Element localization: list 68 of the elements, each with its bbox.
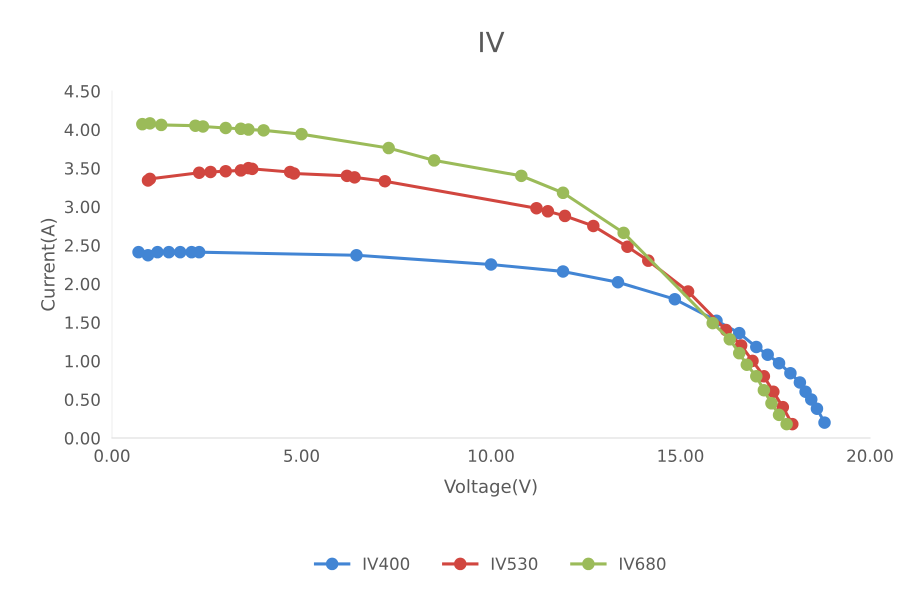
point bbox=[515, 170, 528, 182]
point bbox=[219, 164, 232, 178]
legend-label: IV400 bbox=[364, 557, 410, 570]
point bbox=[784, 366, 797, 380]
point bbox=[761, 348, 774, 361]
y-tick-label: 2.00 bbox=[65, 278, 100, 290]
point bbox=[587, 220, 600, 232]
point bbox=[484, 258, 498, 271]
point bbox=[732, 346, 746, 360]
point bbox=[348, 171, 361, 184]
point bbox=[542, 205, 554, 218]
point bbox=[810, 402, 824, 415]
point bbox=[805, 393, 818, 406]
y-tick-label: 4.50 bbox=[64, 84, 100, 98]
legend-label: IV680 bbox=[620, 557, 666, 570]
y-axis-title: Current(A) bbox=[40, 218, 57, 311]
point bbox=[132, 246, 145, 258]
point bbox=[772, 408, 786, 422]
x-axis-title: Voltage(V) bbox=[444, 479, 537, 497]
point bbox=[750, 370, 763, 383]
point bbox=[204, 166, 217, 178]
point bbox=[556, 265, 570, 278]
y-tick-label: 0.50 bbox=[64, 393, 100, 406]
point bbox=[794, 376, 806, 389]
x-tick-label: 5.00 bbox=[284, 449, 319, 462]
point bbox=[155, 118, 168, 132]
point bbox=[818, 416, 831, 429]
x-tick-label: 0.00 bbox=[94, 449, 130, 462]
point bbox=[724, 333, 736, 346]
point bbox=[378, 174, 392, 188]
point bbox=[257, 124, 270, 137]
y-tick-label: 3.50 bbox=[65, 162, 100, 175]
point bbox=[772, 356, 786, 370]
y-tick-label: 1.00 bbox=[66, 354, 100, 368]
chart-title: IV bbox=[480, 32, 504, 52]
point bbox=[780, 418, 793, 430]
point bbox=[530, 202, 543, 214]
y-tick-label: 0.00 bbox=[64, 432, 100, 445]
legend-label: IV530 bbox=[492, 557, 538, 570]
point bbox=[556, 186, 570, 200]
point bbox=[750, 340, 763, 354]
x-tick-label: 10.00 bbox=[468, 449, 514, 462]
point bbox=[765, 397, 778, 410]
point bbox=[617, 226, 630, 240]
y-tick-label: 2.50 bbox=[65, 239, 100, 252]
point bbox=[350, 248, 363, 262]
point bbox=[428, 154, 440, 167]
point bbox=[732, 326, 746, 340]
point bbox=[758, 384, 770, 396]
y-tick-label: 1.50 bbox=[66, 316, 100, 329]
point bbox=[192, 166, 206, 179]
x-tick-label: 15.00 bbox=[658, 449, 704, 462]
point bbox=[382, 142, 395, 154]
point bbox=[706, 316, 719, 330]
point bbox=[621, 240, 634, 254]
point bbox=[219, 122, 232, 134]
x-tick-label: 20.00 bbox=[847, 449, 893, 462]
y-tick-label: 4.00 bbox=[64, 124, 100, 136]
point bbox=[142, 248, 154, 262]
point bbox=[558, 210, 572, 222]
point bbox=[174, 246, 186, 258]
point bbox=[740, 358, 754, 371]
point bbox=[295, 128, 308, 140]
point bbox=[668, 292, 682, 306]
point bbox=[151, 246, 164, 258]
y-tick-label: 3.00 bbox=[65, 200, 100, 214]
point bbox=[612, 276, 624, 288]
point bbox=[162, 246, 176, 258]
